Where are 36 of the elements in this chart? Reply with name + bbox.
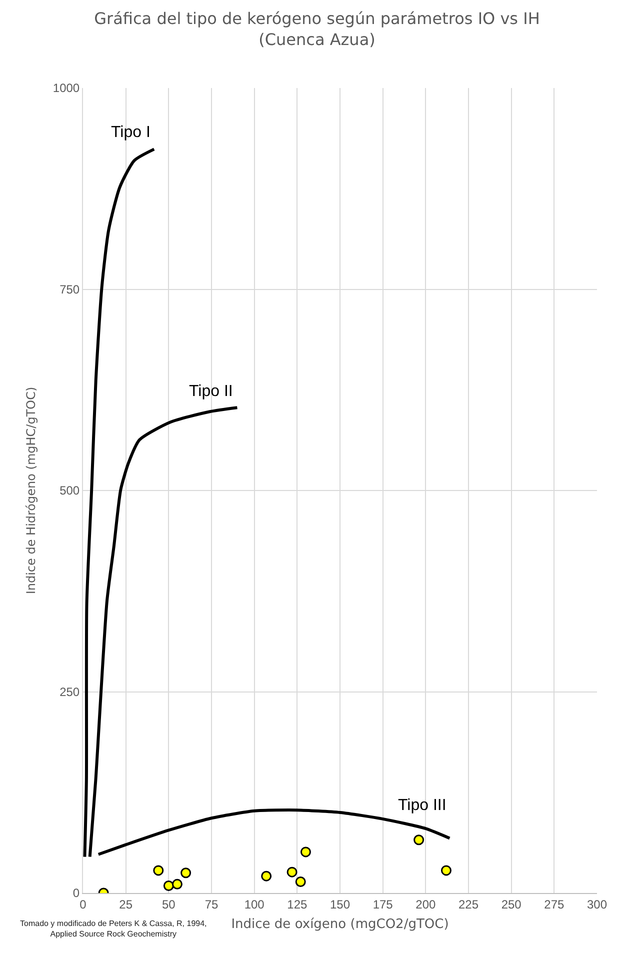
x-tick-label: 300 [586,897,608,912]
chart-title: Gráfica del tipo de kerógeno según parámetros IO vs IH (Cuenca Azua) [94,9,540,49]
x-tick-label: 225 [458,897,479,912]
point [286,866,298,878]
x-tick-label: 275 [544,897,564,912]
line-series [83,148,156,858]
y-axis-title: Indice de Hidrógeno (mgHC/gTOC) [24,386,38,594]
x-tick-label: 250 [501,897,522,912]
x-tick-label: 50 [162,897,176,912]
point [300,846,311,858]
x-tick-label: 175 [372,897,394,912]
x-tick-label: 25 [119,897,133,912]
point [261,870,272,882]
point [163,880,174,892]
x-tick-label: 100 [244,897,265,912]
x-tick-label: 150 [330,897,350,912]
point [153,865,164,876]
y-tick-label: 1000 [52,81,80,96]
x-tick-label: 200 [416,897,436,912]
y-tick-label: 0 [72,886,80,900]
point [180,868,192,878]
y-tick-label: 750 [60,282,80,296]
y-tick-label: 500 [60,484,80,498]
y-tick-label: 250 [60,684,80,699]
series-label: Tipo III [398,797,446,814]
line-series [88,406,239,858]
point [172,878,182,890]
x-axis-title: Indice de oxígeno (mgCO2/gTOC) [231,917,449,932]
point [440,865,452,876]
series-label: Tipo I [111,124,150,141]
series-label: Tipo II [189,383,233,400]
point [295,876,306,887]
text: Tomado y modificado de Peters K & Cassa, R, 1994, Applied Source Rock Geochemistry [20,919,207,938]
x-tick-label: 125 [287,897,308,912]
point [414,834,424,846]
x-tick-label: 75 [204,897,218,912]
